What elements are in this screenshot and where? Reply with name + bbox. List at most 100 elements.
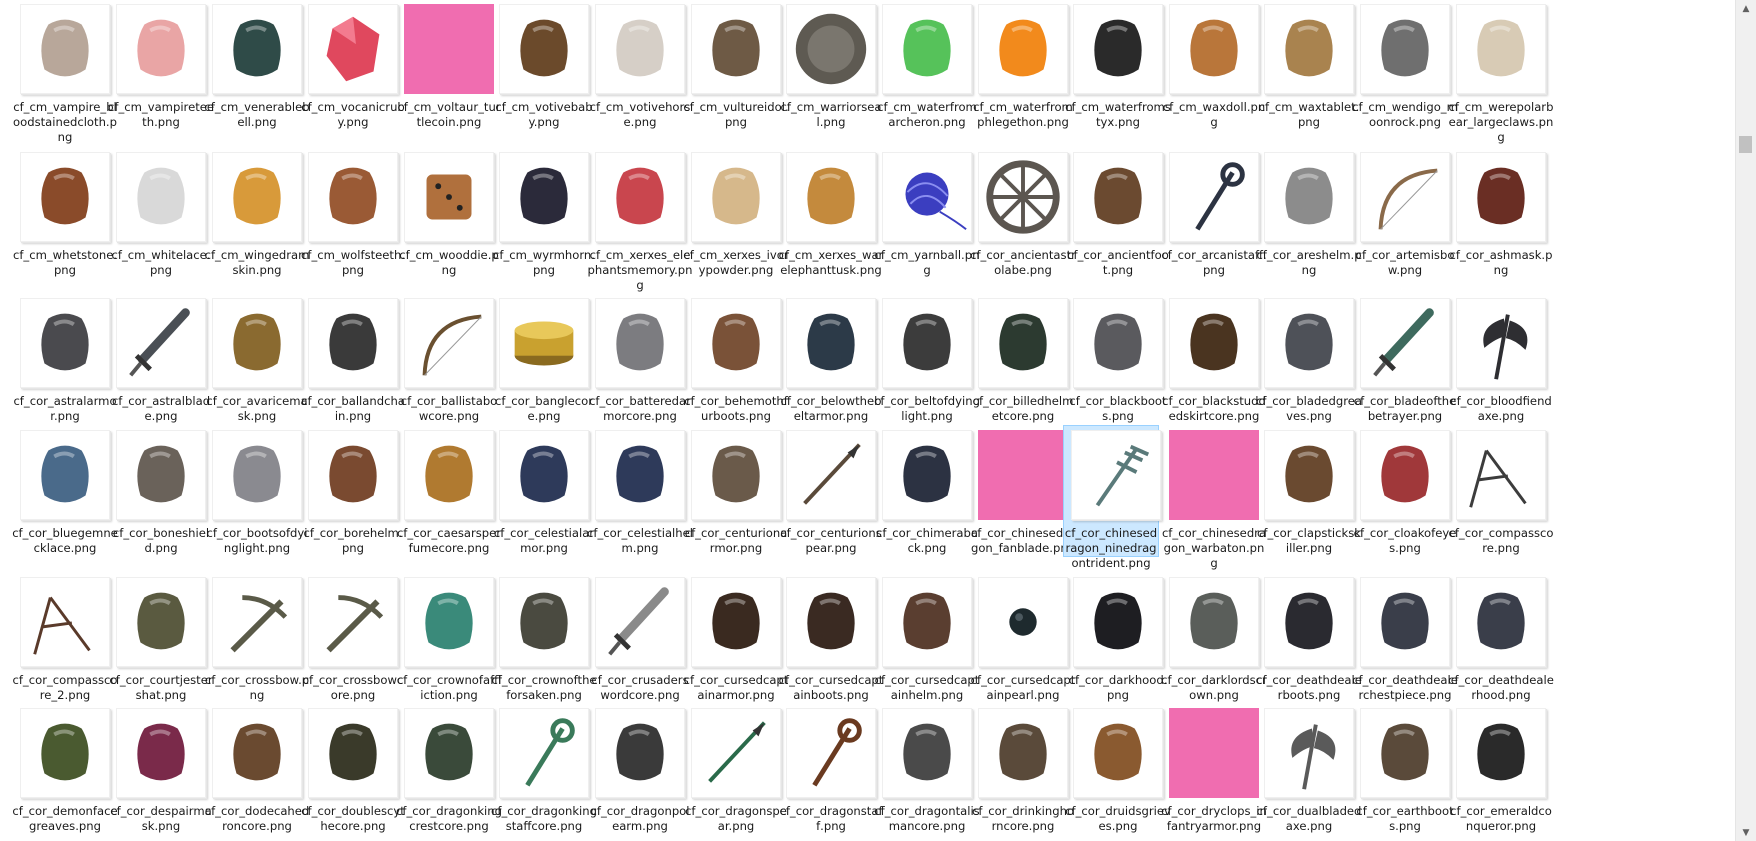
file-item[interactable]: cf_cor_chinesedragon_warbaton.png — [1161, 430, 1266, 570]
file-item[interactable]: cf_cm_whitelace.png — [108, 152, 210, 277]
file-item[interactable]: cf_cor_dodecahedroncore.png — [204, 708, 309, 833]
file-item[interactable]: cf_cor_demonfacegreaves.png — [12, 708, 118, 833]
file-item[interactable]: cf_cm_xerxes_warelephanttusk.png — [778, 152, 883, 277]
file-item[interactable]: cf_cm_werepolarbear_largeclaws.png — [1448, 4, 1553, 144]
file-item[interactable]: cf_cor_earthboots.png — [1352, 708, 1454, 833]
file-item[interactable]: cf_cor_crusaderswordcore.png — [587, 577, 689, 702]
file-item[interactable]: cf_cm_wingedramskin.png — [204, 152, 309, 277]
file-item[interactable]: cf_cor_deathdealerhood.png — [1448, 577, 1554, 702]
file-item[interactable]: cf_cor_dragonkingstaffcore.png — [491, 708, 597, 833]
file-item[interactable]: cf_cm_waterfromphlegethon.png — [970, 4, 1073, 129]
file-item[interactable]: cf_cor_artemisbow.png — [1352, 152, 1454, 277]
file-item[interactable]: cf_cor_dragonstaff.png — [778, 708, 883, 833]
file-item[interactable]: cf_cor_dragonpolearm.png — [587, 708, 690, 833]
file-item[interactable]: cf_cm_waterfromstyx.png — [1065, 4, 1171, 129]
file-item[interactable]: cf_cor_courtjestershat.png — [108, 577, 213, 702]
file-item[interactable]: cf_cor_areshelm.png — [1256, 152, 1362, 277]
file-item[interactable]: cf_cm_xerxes_ivorypowder.png — [683, 152, 789, 277]
file-item[interactable]: cf_cm_wendigo_moonrock.png — [1352, 4, 1458, 129]
file-item[interactable]: cf_cor_batteredarmorcore.png — [587, 298, 691, 423]
file-item[interactable]: cf_cm_votivehorse.png — [587, 4, 690, 129]
file-item[interactable]: cf_cm_wooddie.png — [396, 152, 499, 277]
file-item[interactable]: cf_cm_venerablebell.png — [204, 4, 310, 129]
file-item[interactable]: cf_cor_bootsofdyinglight.png — [204, 430, 308, 555]
file-item[interactable]: cf_cor_darkhood.png — [1065, 577, 1167, 702]
file-item[interactable]: cf_cor_blackboots.png — [1065, 298, 1167, 423]
file-item[interactable]: cf_cor_astralblade.png — [108, 298, 210, 423]
file-item[interactable]: cf_cor_druidsgrieves.png — [1065, 708, 1171, 833]
file-item[interactable]: cf_cor_crossbowcore.png — [300, 577, 403, 702]
file-item[interactable]: cf_cor_dryclops_infantryarmor.png — [1161, 708, 1267, 833]
file-item[interactable]: cf_cm_whetstone.png — [12, 152, 117, 277]
file-item[interactable]: cf_cor_cursedcaptainhelm.png — [874, 577, 979, 702]
file-item[interactable]: cf_cm_warriorseal.png — [778, 4, 882, 129]
file-item[interactable]: cf_cor_ashmask.png — [1448, 152, 1552, 277]
file-item[interactable]: cf_cm_vultureidol.png — [683, 4, 789, 129]
file-item[interactable]: cf_cor_despairmask.png — [108, 708, 212, 833]
file-item[interactable]: cf_cor_centurionspear.png — [778, 430, 882, 555]
file-item[interactable]: cf_cor_ancientastrolabe.png — [970, 152, 1076, 277]
file-item[interactable]: cf_cm_voltaur_turtlecoin.png — [396, 4, 501, 129]
file-item[interactable]: cf_cor_ballistabowcore.png — [396, 298, 497, 423]
file-item[interactable]: cf_cor_dragonspear.png — [683, 708, 787, 833]
file-item[interactable]: cf_cor_ballandchain.png — [300, 298, 405, 423]
file-item[interactable]: cf_cor_celestialarmor.png — [491, 430, 594, 555]
file-item[interactable]: cf_cor_ancientfoot.png — [1065, 152, 1169, 277]
file-item[interactable]: cf_cor_cursedcaptainarmor.png — [683, 577, 788, 702]
file-item[interactable]: cf_cor_beltofdyinglight.png — [874, 298, 980, 423]
file-item[interactable]: cf_cor_chinesedragon_ninedragontrident.p… — [1063, 425, 1161, 570]
scroll-thumb[interactable] — [1739, 136, 1752, 153]
file-item[interactable]: cf_cm_waxtablet.png — [1256, 4, 1359, 129]
file-item[interactable]: cf_cor_compasscore.png — [1448, 430, 1554, 555]
file-item[interactable]: cf_cor_cloakofeyes.png — [1352, 430, 1456, 555]
file-item[interactable]: cf_cor_astralarmor.png — [12, 298, 117, 423]
file-item[interactable]: cf_cm_waterfromarcheron.png — [874, 4, 977, 129]
file-item[interactable]: cf_cor_cursedcaptainpearl.png — [970, 577, 1075, 702]
file-item[interactable]: cf_cor_bluegemnecklace.png — [12, 430, 118, 555]
vertical-scrollbar[interactable]: ▲ ▼ — [1735, 0, 1756, 841]
file-item[interactable]: cf_cor_deathdealerboots.png — [1256, 577, 1362, 702]
file-item[interactable]: cf_cor_dragontalismancore.png — [874, 708, 980, 833]
file-item[interactable]: cf_cor_celestialhelm.png — [587, 430, 693, 555]
file-item[interactable]: cf_cm_vocanicruby.png — [300, 4, 405, 129]
file-item[interactable]: cf_cor_clapstickskiller.png — [1256, 430, 1361, 555]
file-item[interactable]: cf_cor_dualbladedaxe.png — [1256, 708, 1361, 833]
file-item[interactable]: cf_cor_avaricemask.png — [204, 298, 308, 423]
file-item[interactable]: cf_cor_chinesedragon_fanblade.png — [970, 430, 1075, 555]
file-item[interactable]: cf_cm_votivebaby.png — [491, 4, 593, 129]
file-item[interactable]: cf_cor_doublescythecore.png — [300, 708, 405, 833]
file-item[interactable]: cf_cor_cursedcaptainboots.png — [778, 577, 883, 702]
file-item[interactable]: cf_cm_wyrmhorn.png — [491, 152, 595, 277]
file-item[interactable]: cf_cm_xerxes_elephantsmemory.png — [587, 152, 692, 292]
file-item[interactable]: cf_cor_behemothfurboots.png — [683, 298, 788, 423]
file-item[interactable]: cf_cor_centurionarmor.png — [683, 430, 787, 555]
file-item[interactable]: cf_cor_billedhelmetcore.png — [970, 298, 1073, 423]
file-item[interactable]: cf_cm_waxdoll.png — [1161, 4, 1265, 129]
file-item[interactable]: cf_cor_arcanistaff.png — [1161, 152, 1267, 277]
file-item[interactable]: cf_cm_vampireteeth.png — [108, 4, 214, 129]
file-item[interactable]: cf_cm_vampire_bloodstainedcloth.png — [12, 4, 117, 144]
file-item[interactable]: cf_cor_banglecore.png — [491, 298, 593, 423]
file-item[interactable]: cf_cor_drinkinghorncore.png — [970, 708, 1074, 833]
file-item[interactable]: cf_cor_borehelm.png — [300, 430, 403, 555]
file-item[interactable]: cf_cor_caesarsperfumecore.png — [396, 430, 501, 555]
file-item[interactable]: cf_cor_crownofaffliction.png — [396, 577, 501, 702]
file-item[interactable]: cf_cor_darklordscrown.png — [1161, 577, 1267, 702]
file-item[interactable]: cf_cm_wolfsteeth.png — [300, 152, 405, 277]
file-item[interactable]: cf_cor_emeraldconqueror.png — [1448, 708, 1552, 833]
file-item[interactable]: cf_cor_bloodfiendaxe.png — [1448, 298, 1552, 423]
file-item[interactable]: cf_cor_bladedgreaves.png — [1256, 298, 1362, 423]
file-item[interactable]: cf_cor_belowthebeltarmor.png — [778, 298, 881, 423]
file-item[interactable]: cf_cor_crossbow.png — [204, 577, 309, 702]
file-item[interactable]: cf_cm_yarnball.png — [874, 152, 979, 277]
scroll-down-arrow-icon[interactable]: ▼ — [1742, 827, 1750, 838]
file-item[interactable]: cf_cor_boneshield.png — [108, 430, 209, 555]
file-item[interactable]: cf_cor_compasscore_2.png — [12, 577, 118, 702]
file-item[interactable]: cf_cor_deathdealerchestpiece.png — [1352, 577, 1458, 702]
scroll-up-arrow-icon[interactable]: ▲ — [1742, 3, 1750, 14]
file-item[interactable]: cf_cor_chimeraback.png — [874, 430, 978, 555]
file-item[interactable]: cf_cor_bladeofthebetrayer.png — [1352, 298, 1456, 423]
file-item[interactable]: cf_cor_dragonkingcrestcore.png — [396, 708, 502, 833]
file-item[interactable]: cf_cor_blackstuddedskirtcore.png — [1161, 298, 1266, 423]
file-item[interactable]: cf_cor_crownoftheforsaken.png — [491, 577, 597, 702]
